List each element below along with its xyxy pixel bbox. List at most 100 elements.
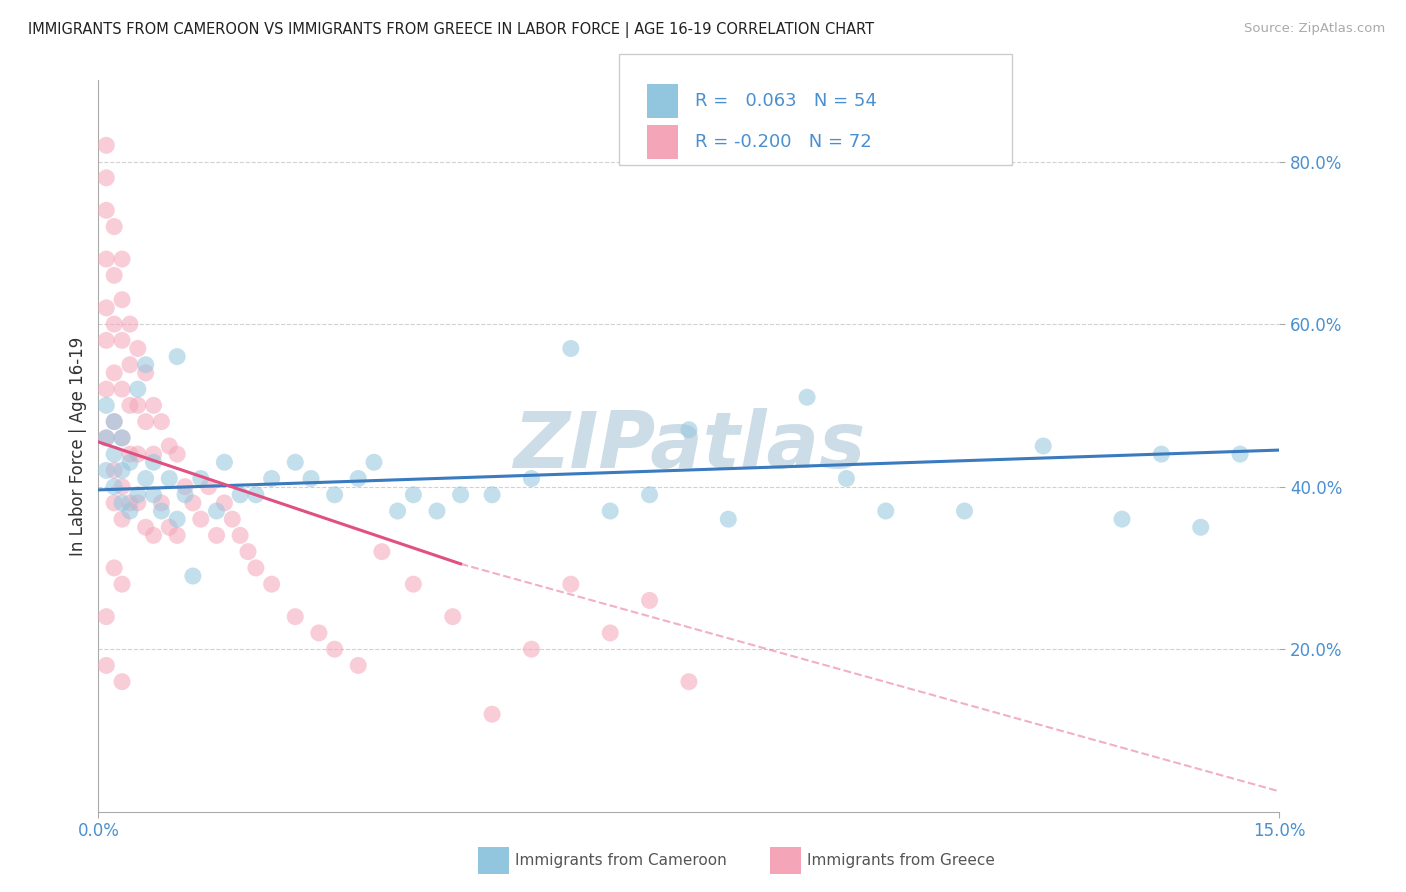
Point: [166, 350, 188, 364]
Point: [96, 252, 118, 266]
Point: [229, 528, 252, 542]
Point: [103, 415, 125, 429]
Point: [118, 504, 141, 518]
Point: [347, 471, 370, 485]
Y-axis label: In Labor Force | Age 16-19: In Labor Force | Age 16-19: [69, 336, 87, 556]
Point: [221, 512, 243, 526]
Point: [157, 439, 180, 453]
Point: [103, 268, 125, 283]
Point: [638, 488, 661, 502]
Point: [560, 342, 582, 356]
Point: [111, 674, 134, 689]
Point: [96, 382, 118, 396]
Point: [599, 504, 621, 518]
Point: [347, 658, 370, 673]
Point: [118, 398, 141, 412]
Point: [96, 170, 118, 185]
Point: [135, 520, 157, 534]
Text: ZIPatlas: ZIPatlas: [513, 408, 865, 484]
Point: [875, 504, 897, 518]
Point: [371, 544, 394, 558]
Point: [260, 471, 283, 485]
Point: [103, 561, 125, 575]
Point: [284, 455, 307, 469]
Point: [205, 504, 228, 518]
Point: [953, 504, 976, 518]
Point: [174, 488, 197, 502]
Point: [103, 366, 125, 380]
Point: [111, 577, 134, 591]
Point: [150, 415, 173, 429]
Point: [1111, 512, 1133, 526]
Point: [111, 293, 134, 307]
Point: [835, 471, 858, 485]
Point: [197, 480, 219, 494]
Point: [127, 496, 149, 510]
Point: [363, 455, 385, 469]
Point: [796, 390, 818, 404]
Point: [96, 301, 118, 315]
Text: R = -0.200   N = 72: R = -0.200 N = 72: [695, 133, 872, 151]
Point: [190, 512, 212, 526]
Point: [441, 609, 464, 624]
Point: [1032, 439, 1054, 453]
Point: [111, 334, 134, 348]
Text: IMMIGRANTS FROM CAMEROON VS IMMIGRANTS FROM GREECE IN LABOR FORCE | AGE 16-19 CO: IMMIGRANTS FROM CAMEROON VS IMMIGRANTS F…: [28, 22, 875, 38]
Point: [118, 447, 141, 461]
Point: [387, 504, 409, 518]
Point: [127, 488, 149, 502]
Point: [96, 431, 118, 445]
Point: [96, 138, 118, 153]
Point: [166, 528, 188, 542]
Point: [150, 496, 173, 510]
Point: [150, 504, 173, 518]
Point: [96, 203, 118, 218]
Point: [96, 334, 118, 348]
Point: [599, 626, 621, 640]
Point: [111, 480, 134, 494]
Point: [402, 488, 425, 502]
Point: [96, 609, 118, 624]
Point: [127, 342, 149, 356]
Point: [111, 382, 134, 396]
Point: [142, 528, 165, 542]
Point: [520, 471, 543, 485]
Point: [142, 447, 165, 461]
Point: [127, 382, 149, 396]
Point: [174, 480, 197, 494]
Point: [481, 707, 503, 722]
Point: [214, 496, 236, 510]
Point: [111, 463, 134, 477]
Point: [1150, 447, 1173, 461]
Point: [111, 252, 134, 266]
Point: [96, 398, 118, 412]
Point: [166, 512, 188, 526]
Point: [260, 577, 283, 591]
Point: [229, 488, 252, 502]
Point: [103, 317, 125, 331]
Point: [157, 471, 180, 485]
Point: [245, 488, 267, 502]
Point: [118, 358, 141, 372]
Point: [323, 642, 346, 657]
Point: [481, 488, 503, 502]
Point: [190, 471, 212, 485]
Point: [96, 658, 118, 673]
Point: [214, 455, 236, 469]
Point: [135, 415, 157, 429]
Point: [103, 415, 125, 429]
Point: [205, 528, 228, 542]
Point: [118, 496, 141, 510]
Point: [111, 496, 134, 510]
Point: [135, 366, 157, 380]
Point: [284, 609, 307, 624]
Point: [678, 423, 700, 437]
Point: [1229, 447, 1251, 461]
Point: [135, 358, 157, 372]
Point: [402, 577, 425, 591]
Text: Immigrants from Cameroon: Immigrants from Cameroon: [515, 854, 727, 868]
Point: [450, 488, 472, 502]
Point: [638, 593, 661, 607]
Point: [118, 317, 141, 331]
Point: [142, 455, 165, 469]
